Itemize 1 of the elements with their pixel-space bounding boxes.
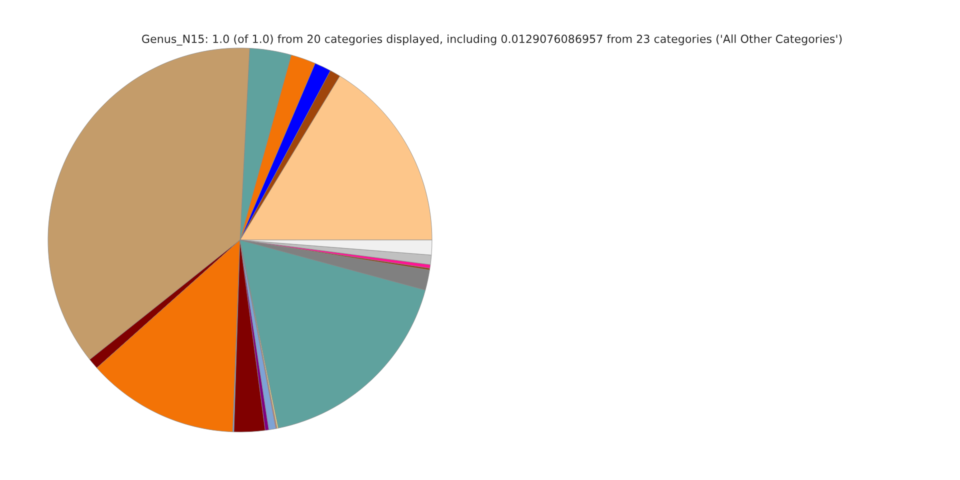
text: Genus_N15: 1.0 (of 1.0) from 20 categories displayed, including 0.0129076086957 from 23 categories ('All Other Categories') xyxy=(142,34,842,46)
